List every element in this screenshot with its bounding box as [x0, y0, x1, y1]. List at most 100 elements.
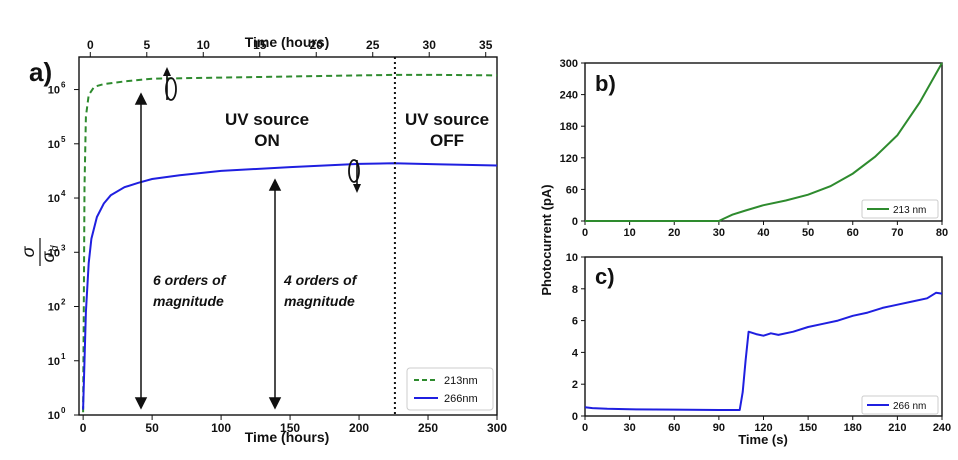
b-x-tick-label: 30 — [713, 227, 725, 239]
a-top-tick-label: 35 — [479, 38, 493, 52]
six-orders-arrow — [134, 92, 148, 410]
top-axis-indicator — [163, 67, 177, 101]
a-x-tick-label: 50 — [145, 421, 159, 435]
legend-266nm-label: 266nm — [444, 393, 478, 405]
c-x-tick-label: 60 — [668, 422, 680, 434]
a-y-tick-exponent: 0 — [61, 406, 66, 415]
c-y-tick-label: 0 — [572, 411, 578, 423]
a-y-tick-label: 10 — [48, 85, 60, 97]
panel-a-x-ticks: 0 50 100 150 200 250 300 — [80, 415, 507, 435]
a-y-tick-label: 10 — [48, 193, 60, 205]
c-x-tick-label: 150 — [799, 422, 817, 434]
c-x-tick-label: 120 — [754, 422, 772, 434]
b-y-tick-label: 240 — [560, 90, 578, 102]
panel-a-series — [82, 73, 498, 413]
a-top-tick-label: 15 — [253, 38, 267, 52]
panel-c-legend: 266 nm — [861, 395, 939, 415]
a-top-tick-label: 30 — [423, 38, 437, 52]
a-x-tick-label: 0 — [80, 421, 87, 435]
four-orders-line1: 4 orders of — [283, 272, 358, 288]
a-y-tick-exponent: 4 — [61, 189, 66, 198]
legend-213-nm-label: 213 nm — [893, 205, 926, 216]
top-axis-title: Time (hours) — [245, 34, 330, 50]
panel-a: a) Time (hours) Time (hours) σ σd 0 50 100… — [18, 34, 507, 445]
panel-c-y-ticks: 0 2 4 6 8 10 — [566, 252, 585, 423]
c-x-tick-label: 30 — [624, 422, 636, 434]
c-y-tick-label: 6 — [572, 316, 578, 328]
c-x-tick-label: 240 — [933, 422, 951, 434]
series-266nm-line — [82, 162, 498, 410]
panel-c-x-title: Time (s) — [738, 432, 788, 447]
uv-off-line1: UV source — [405, 110, 489, 129]
a-top-tick-label: 25 — [366, 38, 380, 52]
a-y-tick-label: 10 — [48, 139, 60, 151]
a-y-tick-label: 10 — [48, 410, 60, 422]
panel-c-label: c) — [595, 264, 615, 289]
x-axis-title: Time (hours) — [245, 429, 330, 445]
c-x-tick-label: 180 — [844, 422, 862, 434]
b-x-tick-label: 10 — [624, 227, 636, 239]
c-y-tick-label: 8 — [572, 284, 578, 296]
uv-on-line1: UV source — [225, 110, 309, 129]
a-x-tick-label: 250 — [418, 421, 438, 435]
a-x-tick-label: 150 — [280, 421, 300, 435]
four-orders-arrow — [268, 178, 282, 410]
panel-b-legend: 213 nm — [861, 199, 939, 219]
panel-c: c) Time (s) 0 30 60 90 120 150 180 210 240 0 2 4 6 8… — [566, 252, 951, 447]
panel-a-frame — [78, 56, 498, 416]
a-y-tick-exponent: 3 — [61, 243, 66, 252]
panel-b-y-ticks: 0 60 120 180 240 300 — [560, 58, 585, 228]
panel-a-legend: 213nm 266nm — [406, 367, 494, 411]
uv-on-line2: ON — [254, 131, 280, 150]
panel-b: b) 0 10 20 30 40 50 60 70 80 0 60 120 180 240 300 213… — [560, 58, 948, 239]
b-x-tick-label: 80 — [936, 227, 948, 239]
a-y-tick-exponent: 5 — [61, 135, 66, 144]
series-266-nm-line — [584, 291, 943, 411]
a-y-tick-label: 10 — [48, 247, 60, 259]
b-x-tick-label: 20 — [668, 227, 680, 239]
panel-b-series — [585, 62, 943, 222]
a-top-tick-label: 10 — [197, 38, 211, 52]
c-x-tick-label: 0 — [582, 422, 588, 434]
a-y-tick-exponent: 6 — [61, 81, 66, 90]
b-x-tick-label: 40 — [757, 227, 769, 239]
legend-266-nm-label: 266 nm — [893, 401, 926, 412]
c-y-tick-label: 10 — [566, 252, 578, 264]
b-x-tick-label: 50 — [802, 227, 814, 239]
panel-b-frame — [584, 62, 943, 222]
bottom-axis-indicator — [348, 159, 361, 193]
c-y-tick-label: 4 — [572, 347, 579, 359]
panel-a-top-ticks: 0 5 10 15 20 25 30 35 — [87, 38, 493, 57]
legend-213nm-label: 213nm — [444, 375, 478, 387]
c-y-tick-label: 2 — [572, 379, 578, 391]
b-y-tick-label: 180 — [560, 121, 578, 133]
panel-b-label: b) — [595, 71, 616, 96]
panel-c-x-ticks: 0 30 60 90 120 150 180 210 240 — [582, 416, 951, 434]
a-top-tick-label: 5 — [143, 38, 150, 52]
b-y-tick-label: 0 — [572, 216, 578, 228]
six-orders-line1: 6 orders of — [153, 272, 227, 288]
a-x-tick-label: 100 — [211, 421, 231, 435]
series-213-nm-line — [585, 62, 943, 222]
uv-off-line2: OFF — [430, 131, 464, 150]
b-x-tick-label: 0 — [582, 227, 588, 239]
shared-y-title: Photocurrent (pA) — [539, 184, 554, 295]
b-y-tick-label: 300 — [560, 58, 578, 70]
b-y-tick-label: 60 — [566, 184, 578, 196]
a-x-tick-label: 200 — [349, 421, 369, 435]
four-orders-line2: magnitude — [284, 293, 355, 309]
a-x-tick-label: 300 — [487, 421, 507, 435]
panel-a-label: a) — [29, 57, 52, 87]
b-x-tick-label: 70 — [891, 227, 903, 239]
panel-c-series — [584, 291, 943, 411]
c-x-tick-label: 90 — [713, 422, 725, 434]
a-y-tick-label: 10 — [48, 302, 60, 314]
six-orders-line2: magnitude — [153, 293, 224, 309]
a-y-tick-label: 10 — [48, 356, 60, 368]
panel-b-x-ticks: 0 10 20 30 40 50 60 70 80 — [582, 221, 948, 239]
b-x-tick-label: 60 — [847, 227, 859, 239]
a-y-tick-exponent: 1 — [61, 352, 66, 361]
series-213nm-line — [82, 73, 498, 413]
